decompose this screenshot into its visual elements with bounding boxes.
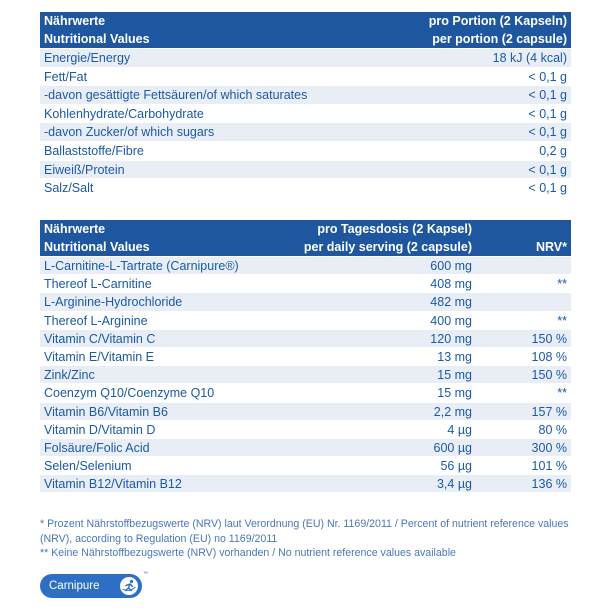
row-nrv: 108 %	[531, 349, 567, 364]
table-row: -davon gesättigte Fettsäuren/of which sa…	[40, 85, 571, 104]
row-label: Ballaststoffe/Fibre	[44, 143, 144, 158]
row-value: 18 kJ (4 kcal)	[492, 51, 567, 65]
table-row: Vitamin B6/Vitamin B6 2,2 mg 157 %	[40, 401, 571, 420]
row-amount: 3,4 µg	[436, 477, 472, 492]
row-amount: 15 mg	[437, 386, 472, 401]
row-label: Eiweiß/Protein	[44, 162, 125, 177]
row-label: Selen/Selenium	[44, 459, 132, 474]
row-nrv: **	[557, 313, 567, 328]
header-serving-de: pro Tagesdosis (2 Kapsel)	[317, 222, 472, 236]
row-value: < 0,1 g	[528, 69, 567, 84]
row-value: < 0,1 g	[528, 181, 567, 196]
row-nrv: 101 %	[531, 459, 567, 474]
table-row: Eiweiß/Protein < 0,1 g	[40, 159, 571, 179]
row-amount: 600 µg	[433, 440, 472, 455]
row-nrv	[472, 293, 567, 310]
header-portion-en: per portion (2 capsule)	[432, 32, 567, 46]
header-en: Nutritional Values	[44, 32, 150, 46]
table-row: L-Carnitine-L-Tartrate (Carnipure®) 600 m…	[40, 256, 571, 275]
row-label: Zink/Zinc	[44, 368, 95, 383]
row-label: -davon Zucker/of which sugars	[44, 125, 215, 140]
row-nrv: 150 %	[531, 368, 567, 383]
row-label: Thereof L-Carnitine	[44, 277, 152, 292]
table-row: Vitamin D/Vitamin D 4 µg 80 %	[40, 419, 571, 438]
header-serving-en: per daily serving (2 capsule)	[303, 240, 472, 254]
table-row: Zink/Zinc 15 mg 150 %	[40, 365, 571, 384]
table-row: Thereof L-Carnitine 408 mg **	[40, 274, 571, 292]
table-row: Vitamin E/Vitamin E 13 mg 108 %	[40, 346, 571, 365]
row-value: < 0,1 g	[528, 88, 567, 103]
header-de: Nährwerte	[44, 222, 106, 236]
logo-text: Carnipure	[49, 580, 100, 592]
row-label: Energie/Energy	[44, 51, 131, 65]
row-amount: 120 mg	[430, 331, 472, 346]
row-nrv: 136 %	[531, 477, 567, 492]
row-label: Vitamin D/Vitamin D	[44, 422, 156, 437]
row-label: Vitamin C/Vitamin C	[44, 331, 156, 346]
table-row: Ballaststoffe/Fibre 0,2 g	[40, 140, 571, 160]
row-label: Coenzym Q10/Coenzyme Q10	[44, 386, 215, 401]
row-amount: 56 µg	[440, 459, 472, 474]
header-portion-de: pro Portion (2 Kapseln)	[428, 14, 567, 28]
table-header: Nährwerte pro Portion (2 Kapseln) Nutriti…	[40, 12, 571, 48]
table-row: Selen/Selenium 56 µg 101 %	[40, 456, 571, 474]
table-row: Vitamin B12/Vitamin B12 3,4 µg 136 %	[40, 474, 571, 493]
table-row: Coenzym Q10/Coenzyme Q10 15 mg **	[40, 383, 571, 401]
row-nrv: **	[557, 386, 567, 401]
row-value: < 0,1 g	[528, 162, 567, 177]
row-value: < 0,1 g	[528, 106, 567, 121]
table-row: Thereof L-Arginine 400 mg **	[40, 310, 571, 329]
row-amount: 15 mg	[437, 368, 472, 383]
row-label: Kohlenhydrate/Carbohydrate	[44, 106, 204, 121]
row-value: 0,2 g	[539, 143, 567, 158]
row-amount: 408 mg	[430, 277, 472, 292]
row-label: Fett/Fat	[44, 69, 88, 84]
header-nrv: NRV*	[535, 240, 567, 254]
table-row: Salz/Salt < 0,1 g	[40, 178, 571, 197]
row-amount: 482 mg	[430, 295, 472, 310]
row-value: < 0,1 g	[528, 125, 567, 140]
row-nrv: 80 %	[538, 422, 568, 437]
table-row: Vitamin C/Vitamin C 120 mg 150 %	[40, 328, 571, 347]
trademark-symbol: ™	[143, 571, 148, 577]
row-amount: 4 µg	[447, 422, 472, 437]
table-row: -davon Zucker/of which sugars < 0,1 g	[40, 122, 571, 141]
nutrition-table-daily: Nährwerte pro Tagesdosis (2 Kapsel) Nutri…	[40, 220, 571, 493]
table-row: Energie/Energy 18 kJ (4 kcal)	[40, 48, 571, 67]
row-label: Folsäure/Folic Acid	[44, 440, 150, 455]
row-amount: 400 mg	[430, 313, 472, 328]
row-nrv: 157 %	[531, 404, 567, 419]
row-label: -davon gesättigte Fettsäuren/of which sa…	[44, 88, 308, 103]
row-nrv	[472, 257, 567, 274]
row-label: Vitamin B12/Vitamin B12	[44, 477, 182, 492]
footnote-no-nrv: ** Keine Nährstoffbezugswerte (NRV) vorh…	[40, 547, 456, 559]
table-row: Folsäure/Folic Acid 600 µg 300 %	[40, 437, 571, 457]
row-label: Vitamin B6/Vitamin B6	[44, 404, 168, 419]
row-label: L-Carnitine-L-Tartrate (Carnipure®)	[44, 259, 239, 273]
row-nrv: 300 %	[531, 440, 567, 455]
table-row: Fett/Fat < 0,1 g	[40, 66, 571, 86]
row-amount: 600 mg	[430, 259, 472, 273]
header-empty	[472, 220, 567, 238]
table-row: Kohlenhydrate/Carbohydrate < 0,1 g	[40, 103, 571, 123]
row-nrv: 150 %	[531, 331, 567, 346]
row-label: Thereof L-Arginine	[44, 313, 148, 328]
carnipure-logo: Carnipure ™	[40, 571, 148, 598]
header-de: Nährwerte	[44, 14, 106, 28]
table-header: Nährwerte pro Tagesdosis (2 Kapsel) Nutri…	[40, 220, 571, 256]
row-nrv: **	[557, 277, 567, 292]
nutrition-table-portion: Nährwerte pro Portion (2 Kapseln) Nutriti…	[40, 12, 571, 197]
footnote-nrv-percent: * Prozent Nährstoffbezugswerte (NRV) lau…	[40, 518, 569, 545]
row-label: Salz/Salt	[44, 181, 94, 196]
header-en: Nutritional Values	[44, 240, 150, 254]
row-label: Vitamin E/Vitamin E	[44, 349, 155, 364]
runner-icon	[120, 577, 138, 595]
row-amount: 13 mg	[437, 349, 472, 364]
table-row: L-Arginine-Hydrochloride 482 mg	[40, 292, 571, 311]
row-amount: 2,2 mg	[433, 404, 472, 419]
row-label: L-Arginine-Hydrochloride	[44, 295, 183, 310]
